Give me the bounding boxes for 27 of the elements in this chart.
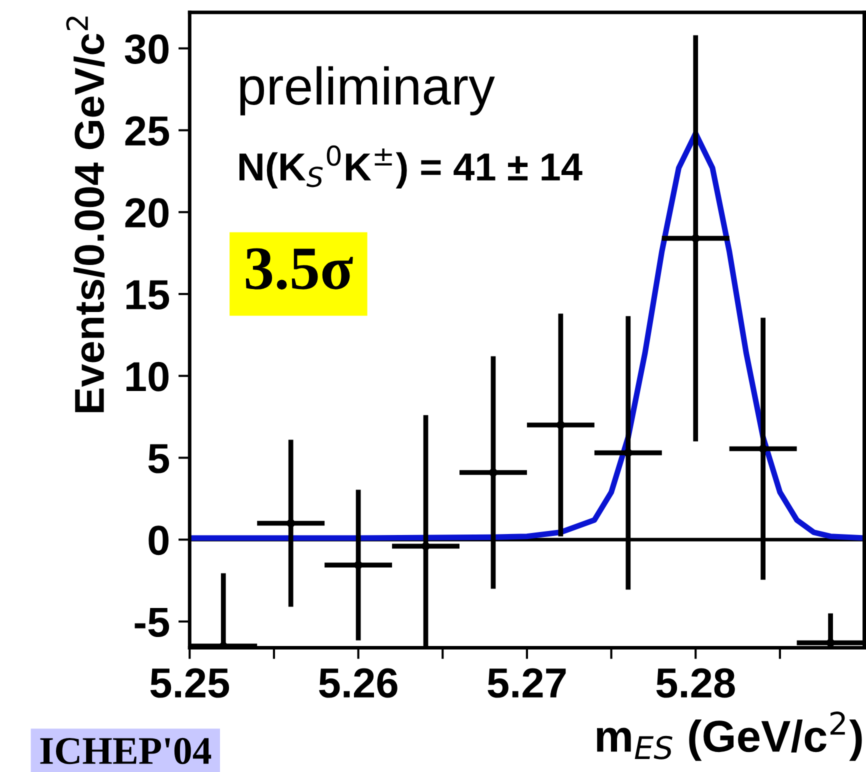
x-tick-label: 5.25	[150, 668, 230, 698]
annotation: N(K$_{S}$$^{0}$K$^{±}$) = 41 ± 14	[239, 145, 582, 188]
annotation: 3.5σ	[246, 248, 353, 290]
annotation: preliminary	[240, 66, 495, 116]
y-tick-label: 0	[148, 526, 169, 556]
point	[354, 560, 362, 570]
y-tick-label: 15	[126, 280, 170, 310]
point	[758, 444, 768, 453]
y-tick-label: 25	[125, 116, 170, 146]
x-axis-title: m$_{ES}$ (GeV/c$^{2}$)	[596, 712, 862, 761]
y-tick-label: -5	[134, 608, 170, 638]
point	[422, 542, 430, 550]
y-tick-label: 10	[126, 362, 169, 392]
point	[691, 234, 700, 242]
point	[286, 519, 296, 528]
text: ICHEP'04	[40, 738, 212, 764]
point	[826, 638, 835, 647]
y-tick-label: 30	[124, 34, 169, 64]
x-tick-label: 5.26	[319, 668, 398, 698]
point	[556, 420, 565, 430]
y-tick-label: 5	[148, 444, 170, 474]
y-axis-title: Events/0.004 GeV/c$^{2}$	[66, 16, 105, 412]
x-tick-label: 5.28	[656, 668, 735, 698]
point	[489, 468, 498, 477]
x-tick-label: 5.27	[488, 668, 566, 698]
y-tick-label: 20	[125, 198, 169, 228]
point	[624, 448, 632, 458]
